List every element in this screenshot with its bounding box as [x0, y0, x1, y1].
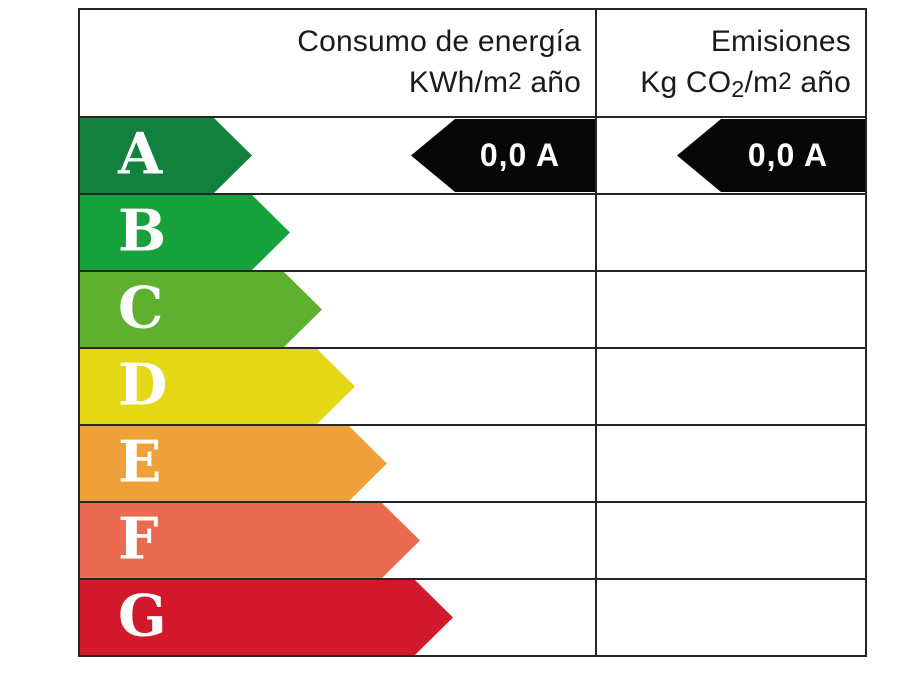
co2-subscript: 2: [731, 76, 745, 103]
consumption-cell-f: F: [80, 503, 597, 578]
rating-letter-g: G: [118, 581, 167, 649]
rating-bar-b: B: [80, 195, 290, 270]
rating-row-e: E: [80, 426, 865, 503]
emissions-header-line1: Emisiones: [710, 25, 851, 58]
rating-bar-e: E: [80, 426, 387, 501]
emissions-cell-c: [597, 272, 865, 347]
consumption-column-header: Consumo de energía KWh/m2 año: [80, 10, 597, 116]
emissions-value-badge: 0,0 A: [677, 119, 865, 192]
rating-letter-e: E: [118, 427, 162, 495]
emissions-cell-b: [597, 195, 865, 270]
rating-row-b: B: [80, 195, 865, 272]
emissions-cell-f: [597, 503, 865, 578]
rating-bar-g: G: [80, 580, 453, 655]
consumption-value: 0,0 A: [479, 137, 561, 173]
emissions-cell-a: 0,0 A: [597, 118, 865, 193]
emissions-cell-e: [597, 426, 865, 501]
rating-row-d: D: [80, 349, 865, 426]
square-exponent: 2: [508, 68, 522, 95]
consumption-cell-a: A 0,0 A: [80, 118, 597, 193]
consumption-cell-b: B: [80, 195, 597, 270]
emissions-value: 0,0 A: [747, 137, 829, 173]
consumption-value-badge: 0,0 A: [411, 119, 595, 192]
rating-row-a: A 0,0 A 0,0 A: [80, 118, 865, 195]
consumption-cell-d: D: [80, 349, 597, 424]
rating-letter-c: C: [118, 273, 164, 341]
emissions-cell-g: [597, 580, 865, 655]
rating-bar-a: A: [80, 118, 252, 193]
consumption-cell-e: E: [80, 426, 597, 501]
rating-letter-b: B: [118, 196, 167, 264]
table-header: Consumo de energía KWh/m2 año Emisiones …: [80, 10, 865, 118]
rating-bar-d: D: [80, 349, 355, 424]
square-exponent: 2: [778, 68, 792, 95]
rating-row-c: C: [80, 272, 865, 349]
rating-row-f: F: [80, 503, 865, 580]
emissions-cell-d: [597, 349, 865, 424]
consumption-header-line1: Consumo de energía: [297, 25, 581, 58]
rating-letter-d: D: [118, 350, 168, 418]
rating-letter-f: F: [118, 504, 159, 572]
label-table: Consumo de energía KWh/m2 año Emisiones …: [78, 8, 867, 657]
rating-bar-f: F: [80, 503, 420, 578]
emissions-header-units: Kg CO2/m2 año: [640, 65, 851, 103]
rating-letter-a: A: [118, 119, 163, 187]
consumption-cell-g: G: [80, 580, 597, 655]
consumption-cell-c: C: [80, 272, 597, 347]
consumption-header-units: KWh/m2 año: [408, 65, 581, 99]
emissions-column-header: Emisiones Kg CO2/m2 año: [597, 10, 865, 116]
rating-row-g: G: [80, 580, 865, 655]
rating-bar-c: C: [80, 272, 322, 347]
